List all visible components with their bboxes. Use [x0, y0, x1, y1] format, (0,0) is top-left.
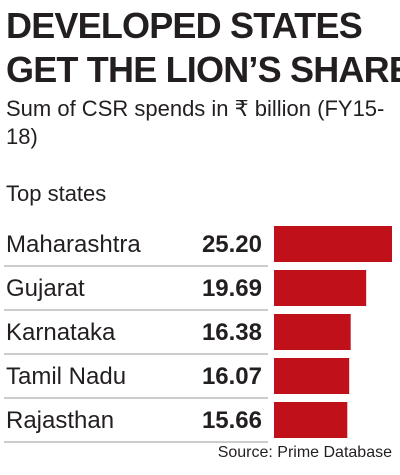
value-label: 16.38: [202, 319, 262, 346]
chart-subtitle: Sum of CSR spends in ₹ billion (FY15-18): [6, 96, 385, 149]
bar: [274, 270, 367, 306]
title-line-1: DEVELOPED STATES: [6, 5, 363, 46]
category-label: Maharashtra: [6, 231, 141, 258]
chart-title: DEVELOPED STATES GET THE LION’S SHARE: [6, 4, 400, 92]
source-note: Source: Prime Database: [217, 444, 392, 461]
bar: [274, 358, 350, 394]
title-line-2: GET THE LION’S SHARE: [6, 49, 400, 90]
bar: [274, 402, 348, 438]
top-states-label: Top states: [6, 181, 107, 206]
value-label: 25.20: [202, 231, 262, 258]
value-label: 16.07: [202, 363, 262, 390]
value-label: 15.66: [202, 407, 262, 434]
category-label: Gujarat: [6, 275, 85, 302]
category-label: Karnataka: [6, 319, 116, 346]
category-label: Tamil Nadu: [6, 363, 126, 390]
value-label: 19.69: [202, 275, 262, 302]
bar: [274, 226, 392, 262]
bar: [274, 314, 351, 350]
category-label: Rajasthan: [6, 407, 114, 434]
